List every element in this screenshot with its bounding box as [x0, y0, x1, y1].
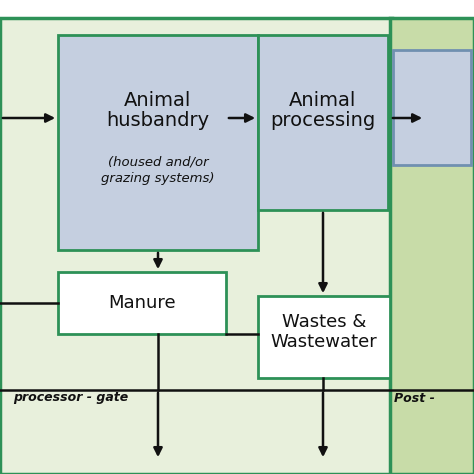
Text: Wastes &: Wastes &	[282, 313, 366, 331]
Bar	[258, 35, 388, 210]
Text: Animal: Animal	[289, 91, 357, 109]
Text: husbandry: husbandry	[107, 110, 210, 129]
Text: Post -: Post -	[394, 392, 435, 404]
Bar	[393, 50, 471, 165]
Text: Manure: Manure	[108, 294, 176, 312]
Text: processing: processing	[270, 110, 375, 129]
Bar	[58, 272, 226, 334]
Text: Animal: Animal	[124, 91, 191, 109]
Bar	[390, 18, 474, 474]
Text: (housed and/or: (housed and/or	[108, 155, 208, 168]
Bar	[58, 35, 258, 250]
Text: processor - gate: processor - gate	[13, 392, 128, 404]
Bar	[0, 0, 474, 18]
Text: Wastewater: Wastewater	[271, 333, 377, 351]
Text: grazing systems): grazing systems)	[101, 172, 215, 184]
Bar	[0, 18, 392, 474]
Bar	[258, 296, 390, 378]
